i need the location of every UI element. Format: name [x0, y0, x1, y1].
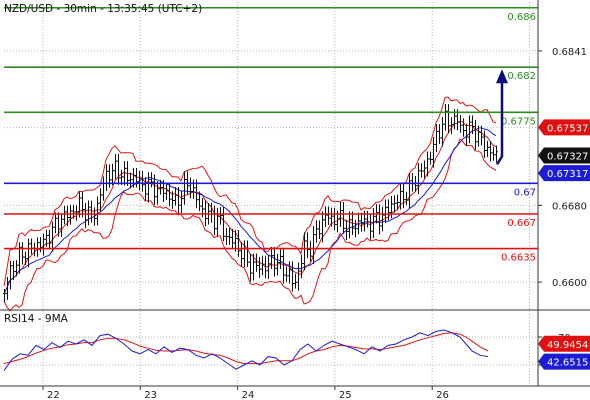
rsi-tag-label: 42.6515	[547, 358, 588, 369]
level-label: 0.6775	[501, 116, 536, 127]
price-tag	[538, 119, 590, 136]
level-label: 0.686	[507, 12, 536, 23]
rsi-tag	[538, 353, 590, 370]
rsi-tag	[538, 335, 590, 352]
bollinger-upper	[3, 96, 497, 286]
price-tag-label: 0.67327	[547, 152, 588, 163]
price-tag	[538, 165, 590, 182]
rsi-ma-line	[3, 332, 489, 365]
price-tag-label: 0.67317	[547, 169, 588, 180]
x-tick-label: 26	[436, 390, 449, 400]
x-tick-label: 25	[339, 390, 352, 400]
rsi-tag-label: 49.9454	[547, 340, 588, 351]
bollinger-lower	[3, 138, 497, 312]
y-tick-label: 0.6600	[552, 278, 587, 289]
x-tick-label: 22	[47, 390, 60, 400]
price-candles	[3, 104, 498, 303]
price-tag	[538, 147, 590, 164]
y-tick-label: 0.6841	[552, 47, 587, 58]
level-label: 0.667	[507, 218, 536, 229]
rsi-title: RSI14 - 9MA	[4, 313, 69, 325]
level-label: 0.6635	[501, 253, 536, 264]
level-label: 0.67	[514, 187, 536, 198]
y-tick-label: 0.6680	[552, 201, 587, 212]
level-label: 0.682	[507, 71, 536, 82]
horizontal-levels: 0.686 0.682 0.6775 0.67 0.667 0.6635	[4, 6, 538, 264]
forecast-arrow	[495, 69, 508, 166]
arrow-head	[496, 69, 508, 84]
chart-title: NZD/USD - 30min - 13:35:45 (UTC+2)	[4, 3, 202, 15]
grid-lines	[4, 2, 538, 386]
x-tick-label: 23	[144, 390, 157, 400]
rsi-line	[3, 329, 489, 371]
arrow-shaft	[495, 81, 504, 166]
price-tag-label: 0.67537	[547, 123, 588, 134]
x-tick-label: 24	[242, 390, 255, 400]
price-tags: 0.67537 0.67327 0.67317 49.9454 42.6515	[538, 119, 590, 370]
rsi-indicator	[3, 329, 489, 371]
